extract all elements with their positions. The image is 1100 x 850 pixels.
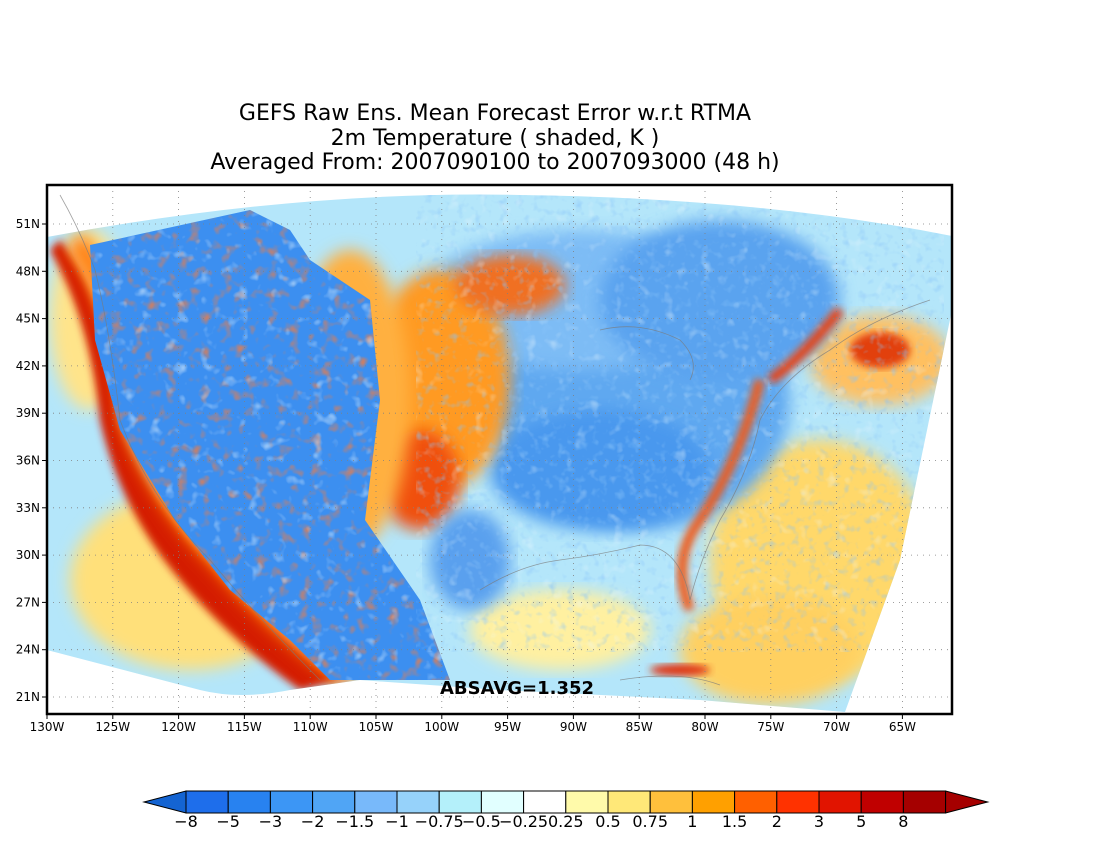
colorbar-label: 0.25 [548,812,584,831]
colorbar-swatch [480,790,525,814]
lat-label: 36N [16,454,40,468]
lat-label: 33N [16,501,40,515]
graticule [47,185,952,714]
colorbar-label: −0.75 [415,812,464,831]
shaded-field [47,194,952,712]
colorbar: −8 −5 −3 −2 −1.5 −1 −0.75−0.5−0.25 0.25 0.5 0.75 1… [142,790,990,831]
map-frame [45,183,954,716]
colorbar-swatch [902,790,947,814]
lon-label: 100W [424,720,459,734]
colorbar-label: −0.5 [462,812,501,831]
colorbar-swatch [523,790,567,814]
colorbar-left-arrow [142,790,187,814]
colorbar-label: −3 [259,812,283,831]
colorbar-right-arrow [945,790,990,814]
lon-label: 120W [161,720,196,734]
colorbar-label: −2 [301,812,325,831]
lat-label: 51N [16,217,40,231]
lon-label: 115W [227,720,262,734]
colorbar-swatch [734,790,778,814]
lon-label: 130W [30,720,65,734]
colorbar-swatch [607,790,651,814]
colorbar-label: 1.5 [722,812,747,831]
colorbar-label: 2 [772,812,782,831]
colorbar-label: −1 [385,812,409,831]
title-line1: GEFS Raw Ens. Mean Forecast Error w.r.t … [238,101,752,126]
lon-label: 90W [560,720,587,734]
colorbar-label: −5 [216,812,240,831]
title-line2: 2m Temperature ( shaded, K ) [330,126,660,151]
colorbar-label: −1.5 [335,812,374,831]
lat-label: 39N [16,406,40,420]
lon-label: 125W [95,720,130,734]
lat-label: 48N [16,264,40,278]
colorbar-label: 3 [814,812,824,831]
lat-label: 27N [16,595,40,609]
lon-label: 75W [757,720,784,734]
lat-label: 24N [16,643,40,657]
colorbar-label: 0.75 [632,812,668,831]
colorbar-swatch [227,790,271,814]
colorbar-swatch [649,790,693,814]
colorbar-label: 0.5 [595,812,620,831]
lat-label: 45N [16,312,40,326]
lat-label: 21N [16,690,40,704]
colorbar-label: −8 [174,812,198,831]
colorbar-swatch [396,790,440,814]
lon-label: 95W [494,720,521,734]
lon-label: 65W [889,720,916,734]
colorbar-swatch [269,790,314,814]
lat-label: 30N [16,548,40,562]
lon-label: 80W [691,720,718,734]
colorbar-swatch [565,790,609,814]
lon-label: 70W [823,720,850,734]
colorbar-label: 1 [687,812,697,831]
colorbar-swatch [185,790,229,814]
colorbar-swatch [818,790,862,814]
colorbar-swatch [776,790,820,814]
lat-label: 42N [16,359,40,373]
colorbar-label: 8 [898,812,908,831]
colorbar-swatch [860,790,904,814]
colorbar-label: 5 [856,812,866,831]
lon-label: 85W [626,720,653,734]
colorbar-swatch [354,790,398,814]
lon-label: 105W [359,720,394,734]
colorbar-swatch [691,790,736,814]
colorbar-swatch [438,790,482,814]
absavg-label: ABSAVG=1.352 [440,678,594,699]
colorbar-label: −0.25 [499,812,548,831]
colorbar-swatch [312,790,356,814]
title-line3: Averaged From: 2007090100 to 2007093000 … [210,150,780,175]
lon-label: 110W [293,720,328,734]
